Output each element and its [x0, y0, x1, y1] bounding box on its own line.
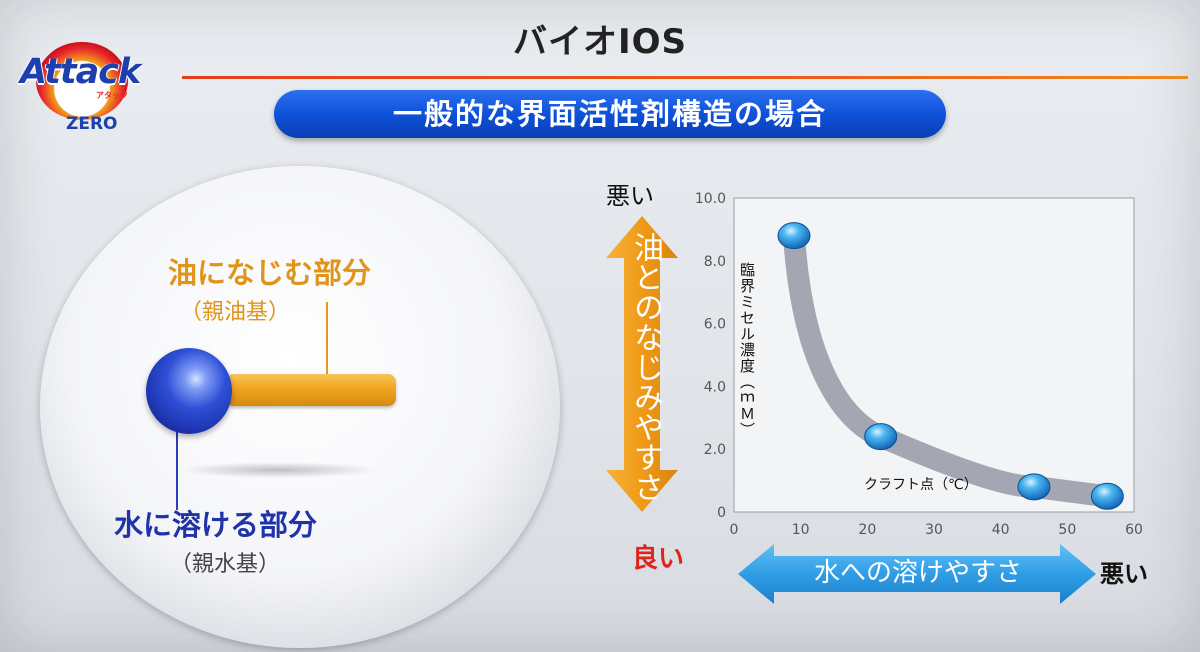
- horizontal-bad-label: 悪い: [1100, 560, 1148, 588]
- oil-pointer-line: [326, 302, 328, 386]
- horizontal-double-arrow: [738, 544, 1096, 604]
- attack-zero-logo: Attack アタック ZERO: [14, 22, 154, 140]
- hydrophobic-tail: [226, 374, 396, 406]
- water-pointer-line: [176, 420, 178, 510]
- x-tick-label: 50: [1058, 522, 1076, 538]
- molecule-shadow: [178, 462, 378, 478]
- x-tick-label: 30: [925, 522, 943, 538]
- molecule-panel: [40, 166, 560, 648]
- logo-wordmark: Attack: [20, 52, 141, 92]
- y-tick-label: 4.0: [704, 379, 726, 395]
- hydrophilic-head: [146, 348, 232, 434]
- x-tick-label: 40: [992, 522, 1010, 538]
- cmc-krafft-chart: 0 2.0 4.0 6.0 8.0 10.0 0 10 20 30 40 50 60: [695, 191, 1143, 538]
- x-tick-label: 10: [792, 522, 810, 538]
- data-point: [1017, 473, 1051, 501]
- data-point: [1090, 482, 1124, 510]
- vertical-bad-label: 悪い: [606, 182, 654, 210]
- water-part-sublabel: （親水基）: [170, 552, 281, 577]
- x-axis-label: クラフト点（℃）: [864, 477, 978, 493]
- horizontal-good-label: 良い: [632, 544, 685, 574]
- y-tick-label: 2.0: [704, 442, 726, 458]
- water-solubility-arrow-label: 水への溶けやすさ: [813, 558, 1022, 588]
- x-tick-label: 20: [858, 522, 876, 538]
- y-tick-label: 0: [717, 505, 726, 521]
- oil-part-label: 油になじむ部分: [168, 256, 372, 290]
- y-axis-label: 臨界ミセル濃度（ｍＭ）: [738, 262, 756, 438]
- x-tick-label: 0: [730, 522, 739, 538]
- logo-zero: ZERO: [66, 114, 118, 134]
- water-part-label: 水に溶ける部分: [114, 508, 318, 542]
- y-tick-label: 8.0: [704, 254, 726, 270]
- subtitle-banner: 一般的な界面活性剤構造の場合: [274, 90, 946, 138]
- y-tick-label: 6.0: [704, 317, 726, 333]
- title-underline: [182, 76, 1188, 79]
- x-tick-label: 60: [1125, 522, 1143, 538]
- vertical-double-arrow: [606, 216, 678, 512]
- slide-title: バイオIOS: [512, 22, 688, 62]
- data-point: [777, 222, 811, 250]
- y-tick-label: 10.0: [695, 191, 726, 207]
- logo-katakana: アタック: [96, 91, 128, 100]
- oil-affinity-arrow-label: 油とのなじみやすさ: [628, 232, 663, 502]
- oil-part-sublabel: （親油基）: [180, 300, 291, 325]
- logo-ring: [36, 42, 128, 120]
- data-point: [864, 423, 898, 451]
